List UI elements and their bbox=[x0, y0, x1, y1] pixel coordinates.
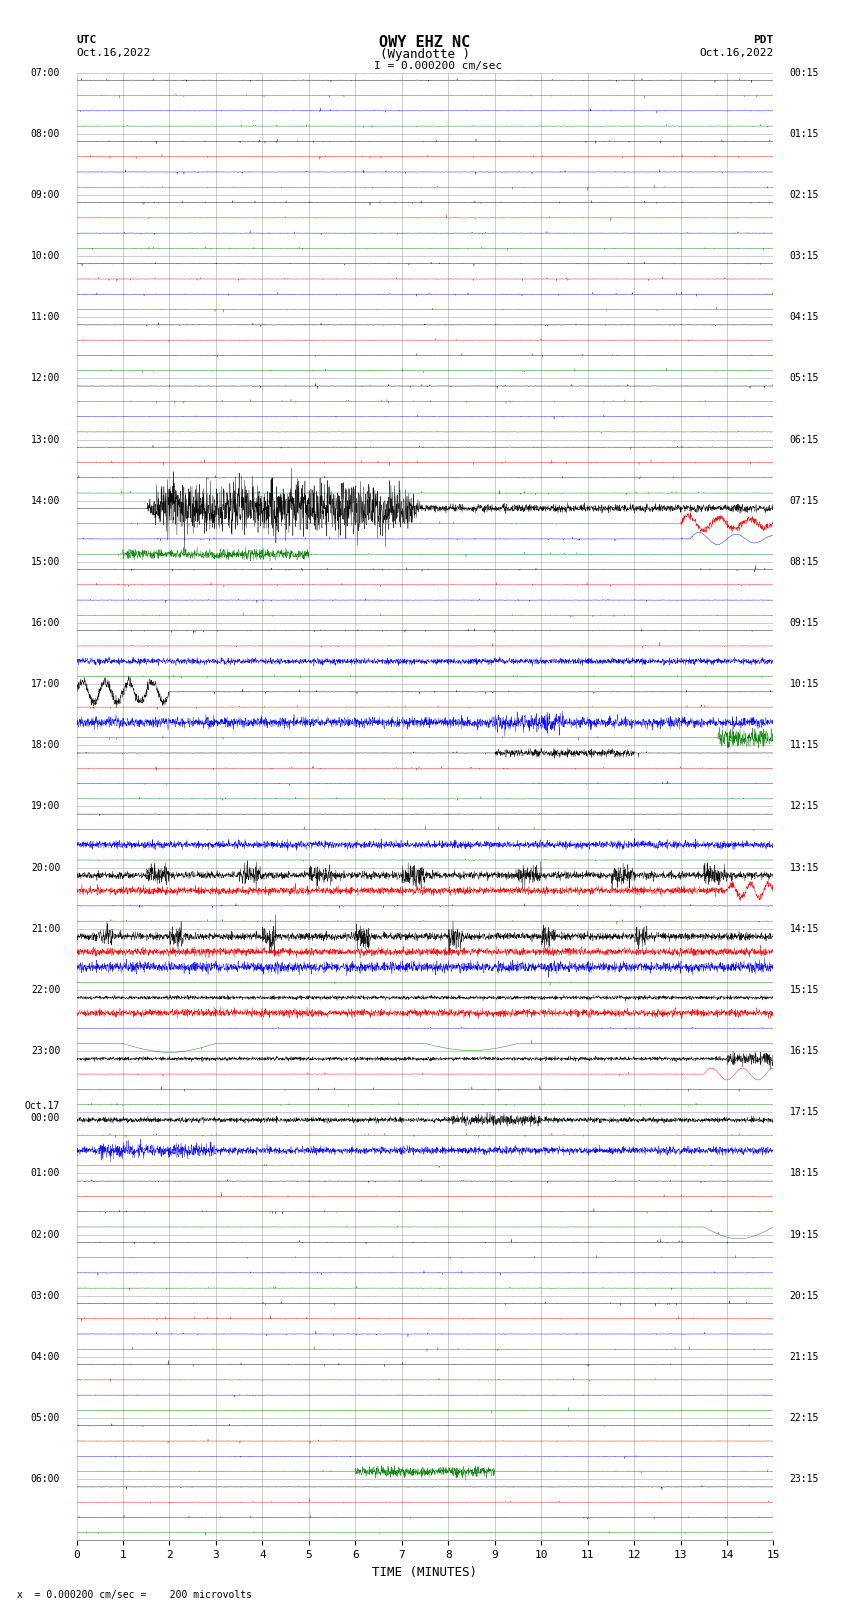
Text: 19:00: 19:00 bbox=[31, 802, 60, 811]
Text: x  = 0.000200 cm/sec =    200 microvolts: x = 0.000200 cm/sec = 200 microvolts bbox=[17, 1590, 252, 1600]
Text: 18:15: 18:15 bbox=[790, 1168, 819, 1179]
Text: 12:15: 12:15 bbox=[790, 802, 819, 811]
Text: 14:00: 14:00 bbox=[31, 495, 60, 506]
Text: I = 0.000200 cm/sec: I = 0.000200 cm/sec bbox=[374, 61, 502, 71]
Text: OWY EHZ NC: OWY EHZ NC bbox=[379, 35, 471, 50]
Text: 07:15: 07:15 bbox=[790, 495, 819, 506]
Text: 23:00: 23:00 bbox=[31, 1047, 60, 1057]
Text: 15:15: 15:15 bbox=[790, 986, 819, 995]
Text: 22:15: 22:15 bbox=[790, 1413, 819, 1423]
Text: 08:00: 08:00 bbox=[31, 129, 60, 139]
Text: 20:15: 20:15 bbox=[790, 1290, 819, 1300]
Text: 05:15: 05:15 bbox=[790, 373, 819, 384]
Text: (Wyandotte ): (Wyandotte ) bbox=[380, 48, 470, 61]
Text: 17:15: 17:15 bbox=[790, 1107, 819, 1118]
Text: 02:00: 02:00 bbox=[31, 1229, 60, 1240]
Text: 11:00: 11:00 bbox=[31, 313, 60, 323]
Text: 12:00: 12:00 bbox=[31, 373, 60, 384]
Text: 04:15: 04:15 bbox=[790, 313, 819, 323]
Text: 13:15: 13:15 bbox=[790, 863, 819, 873]
Text: 22:00: 22:00 bbox=[31, 986, 60, 995]
Text: 09:15: 09:15 bbox=[790, 618, 819, 627]
Text: 03:15: 03:15 bbox=[790, 252, 819, 261]
Text: 21:00: 21:00 bbox=[31, 924, 60, 934]
Text: 18:00: 18:00 bbox=[31, 740, 60, 750]
Text: 00:15: 00:15 bbox=[790, 68, 819, 77]
Text: 15:00: 15:00 bbox=[31, 556, 60, 566]
Text: Oct.16,2022: Oct.16,2022 bbox=[76, 48, 150, 58]
Text: 14:15: 14:15 bbox=[790, 924, 819, 934]
Text: 08:15: 08:15 bbox=[790, 556, 819, 566]
Text: 05:00: 05:00 bbox=[31, 1413, 60, 1423]
Text: PDT: PDT bbox=[753, 35, 774, 45]
Text: 20:00: 20:00 bbox=[31, 863, 60, 873]
Text: Oct.16,2022: Oct.16,2022 bbox=[700, 48, 774, 58]
Text: 06:00: 06:00 bbox=[31, 1474, 60, 1484]
Text: Oct.17
00:00: Oct.17 00:00 bbox=[25, 1102, 60, 1123]
Text: 19:15: 19:15 bbox=[790, 1229, 819, 1240]
Text: 09:00: 09:00 bbox=[31, 190, 60, 200]
Text: 07:00: 07:00 bbox=[31, 68, 60, 77]
Text: 23:15: 23:15 bbox=[790, 1474, 819, 1484]
Text: 06:15: 06:15 bbox=[790, 434, 819, 445]
Text: 13:00: 13:00 bbox=[31, 434, 60, 445]
Text: 01:00: 01:00 bbox=[31, 1168, 60, 1179]
Text: 16:15: 16:15 bbox=[790, 1047, 819, 1057]
Text: 10:00: 10:00 bbox=[31, 252, 60, 261]
Text: 02:15: 02:15 bbox=[790, 190, 819, 200]
Text: 21:15: 21:15 bbox=[790, 1352, 819, 1361]
Text: 16:00: 16:00 bbox=[31, 618, 60, 627]
Text: 01:15: 01:15 bbox=[790, 129, 819, 139]
Text: 10:15: 10:15 bbox=[790, 679, 819, 689]
X-axis label: TIME (MINUTES): TIME (MINUTES) bbox=[372, 1566, 478, 1579]
Text: UTC: UTC bbox=[76, 35, 97, 45]
Text: 17:00: 17:00 bbox=[31, 679, 60, 689]
Text: 11:15: 11:15 bbox=[790, 740, 819, 750]
Text: 03:00: 03:00 bbox=[31, 1290, 60, 1300]
Text: 04:00: 04:00 bbox=[31, 1352, 60, 1361]
